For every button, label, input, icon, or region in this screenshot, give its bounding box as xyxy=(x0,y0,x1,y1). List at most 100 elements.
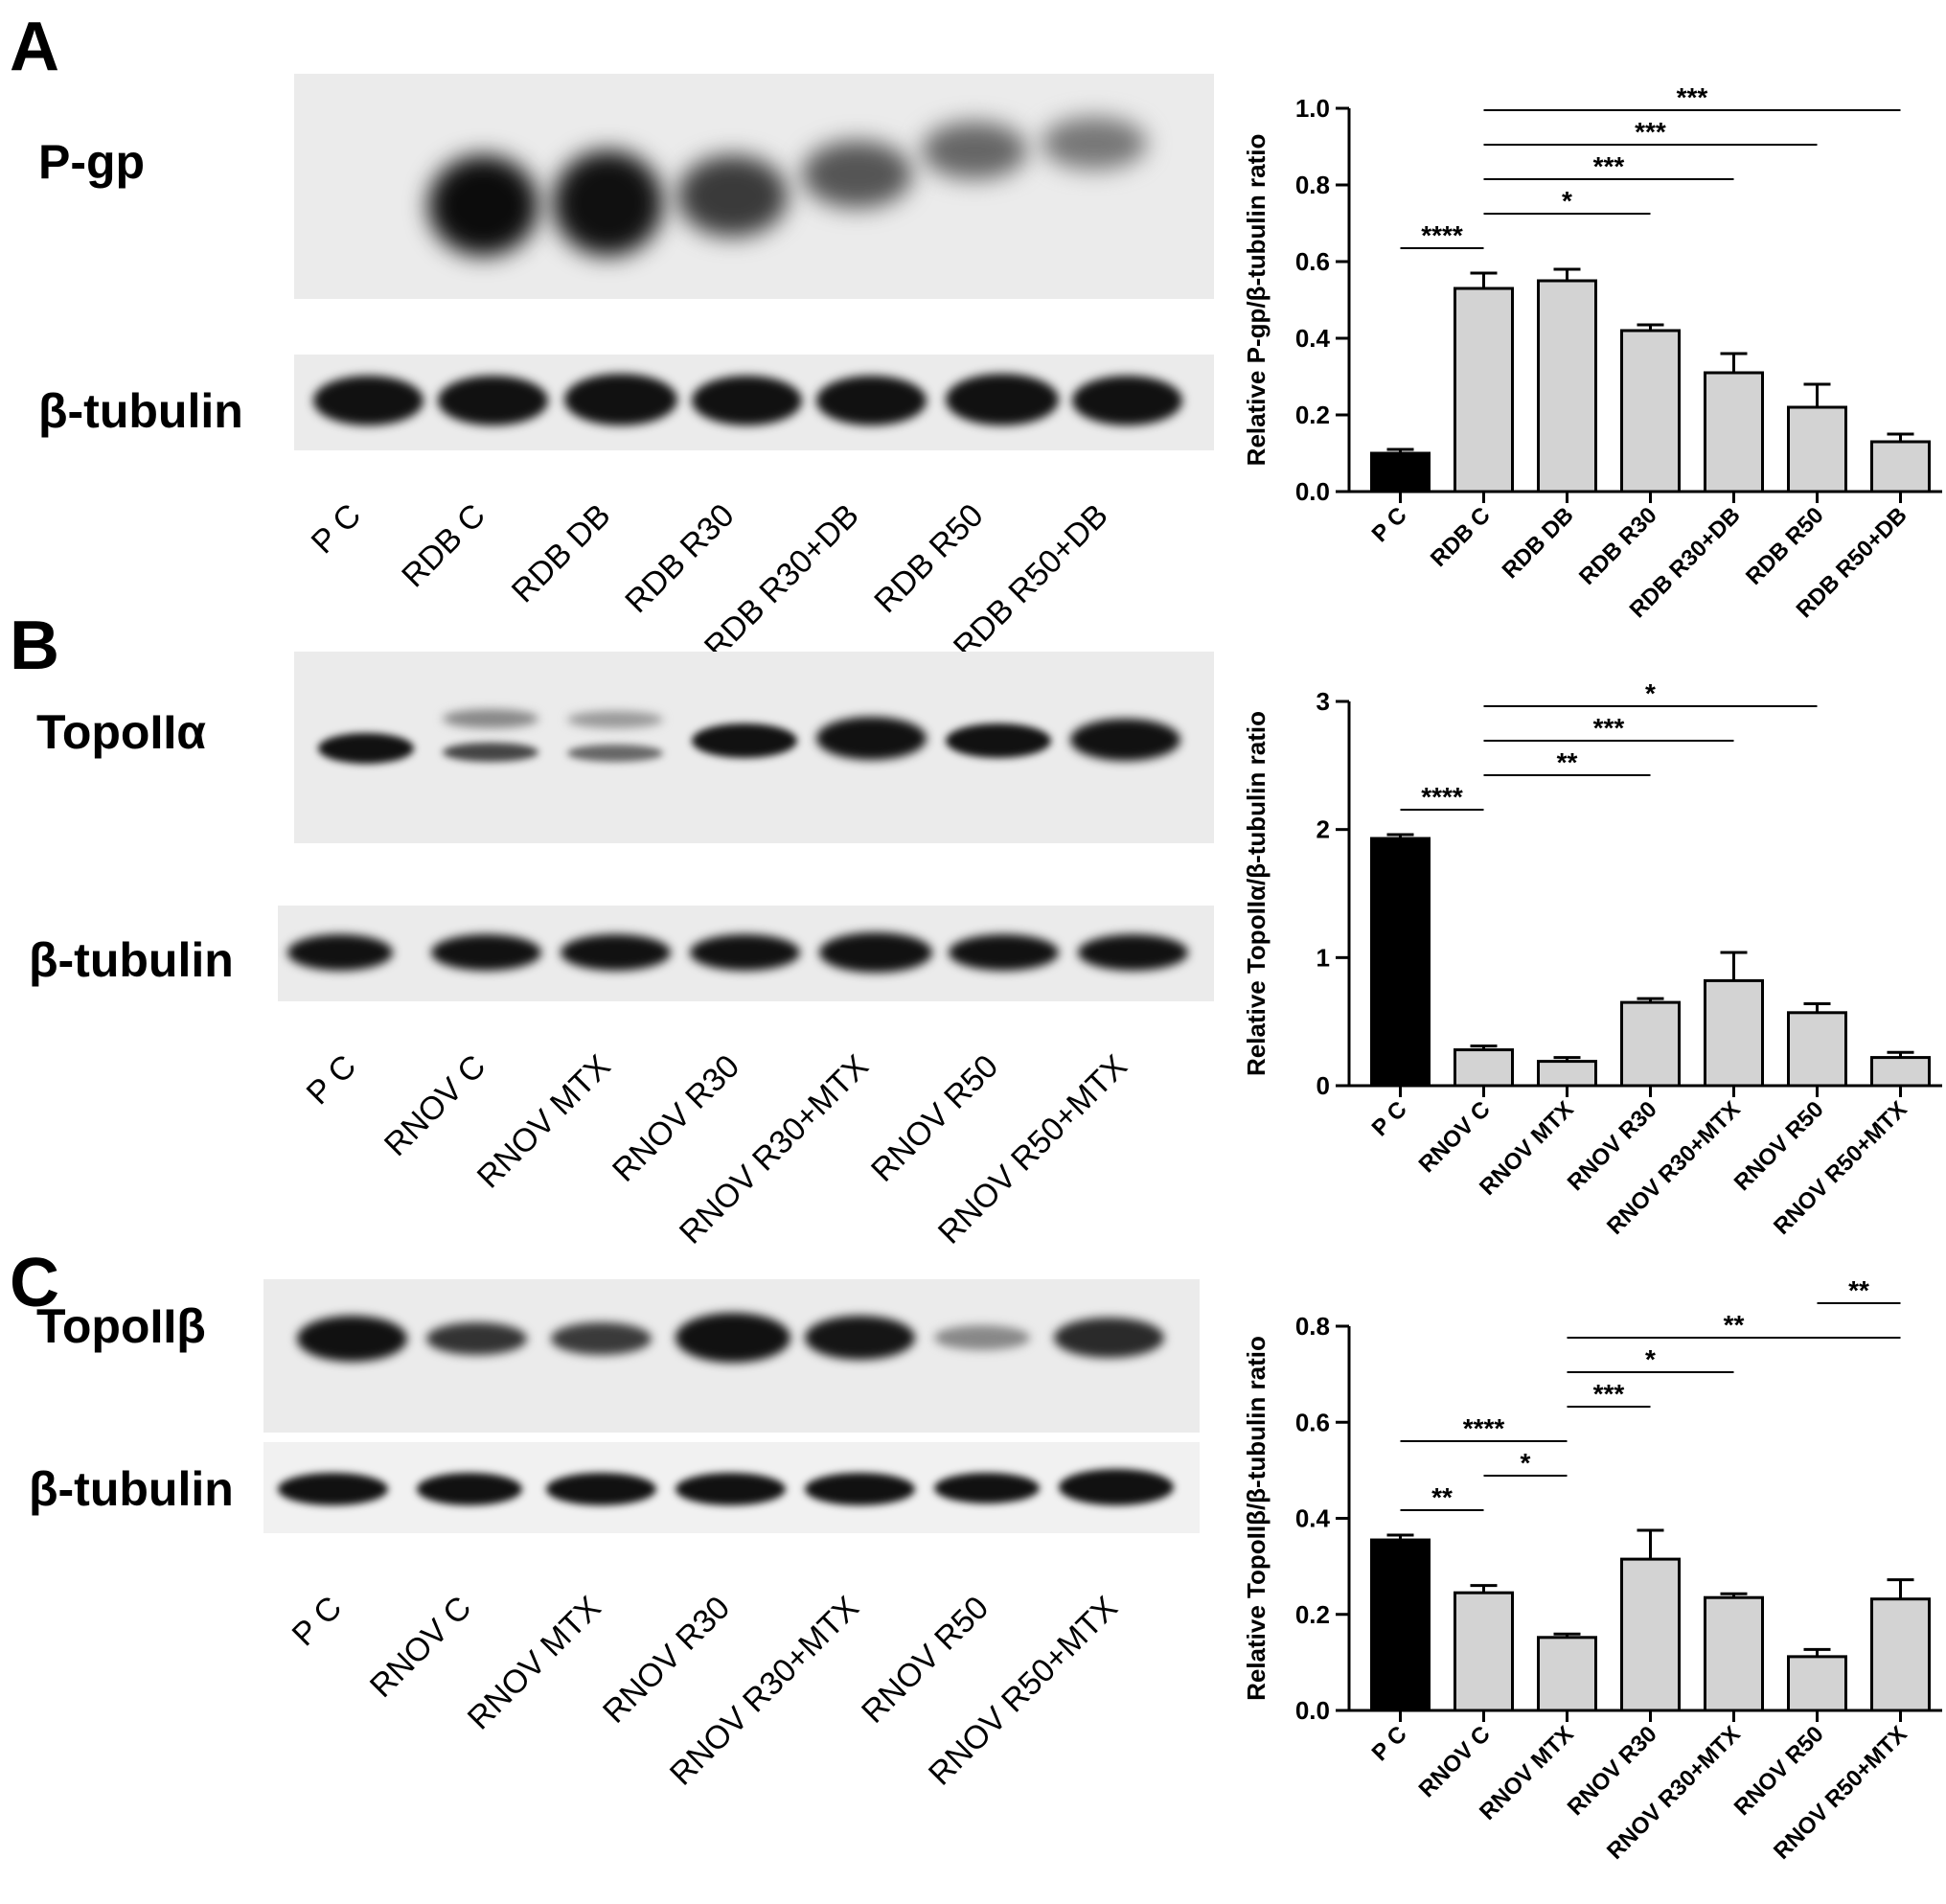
x-tick-label: P C xyxy=(1367,502,1412,547)
western-blot-loading xyxy=(263,1442,1200,1533)
blot-lane-label: RNOV C xyxy=(362,1589,479,1706)
bar xyxy=(1370,1538,1431,1712)
bar xyxy=(1870,1597,1931,1712)
panel-b: B TopoIIα β-tubulin P C RNOV C RNOV MTX … xyxy=(0,599,1946,1251)
western-blot-target xyxy=(294,652,1214,843)
blot-band xyxy=(692,723,797,758)
bar xyxy=(1370,451,1431,493)
y-axis-title: Relative TopoIIα/β-tubulin ratio xyxy=(1242,711,1271,1076)
panel-letter: C xyxy=(10,1245,59,1321)
bar xyxy=(1704,1595,1764,1712)
western-blot-loading xyxy=(278,906,1214,1001)
blot-lane-label: RNOV R30 xyxy=(595,1589,738,1731)
blot-band xyxy=(690,934,800,971)
blot-band xyxy=(1054,1318,1164,1358)
blot-band xyxy=(692,376,802,425)
bar xyxy=(1370,837,1431,1088)
y-tick-label: 3 xyxy=(1316,687,1330,716)
x-tick-label: RDB R30 xyxy=(1574,502,1662,590)
blot-lane-label: RNOV R50 xyxy=(854,1589,996,1731)
blot-band xyxy=(428,155,538,256)
bar-chart-pgp: 0.0 0.2 0.4 0.6 0.8 1.0 Relative P-gp/β-tubuli… xyxy=(1242,82,1942,623)
blot-band xyxy=(567,711,663,728)
western-blot-loading xyxy=(294,355,1214,450)
blot-band xyxy=(677,155,788,237)
bar xyxy=(1620,329,1681,493)
bar-chart-topoIIb: 0.0 0.2 0.4 0.6 0.8 Relative TopoIIβ/β-tubuli… xyxy=(1242,1275,1942,1865)
blot-lane-label: RNOV R30 xyxy=(605,1047,747,1189)
y-tick-label: 0.4 xyxy=(1295,324,1331,353)
blot-band xyxy=(1042,117,1147,170)
bar xyxy=(1787,405,1847,493)
y-tick-label: 0.2 xyxy=(1295,1600,1330,1629)
panel-a: A P-gp β-tubulin P C RDB C RDB DB RDB R3… xyxy=(0,0,1946,666)
bar xyxy=(1704,978,1764,1088)
blot-band xyxy=(816,376,927,425)
bar xyxy=(1704,371,1764,493)
blot-band xyxy=(551,1322,652,1355)
blot-band xyxy=(443,709,538,728)
y-tick-label: 0.8 xyxy=(1295,171,1330,199)
target-protein-label: P-gp xyxy=(38,135,146,189)
significance-label: * xyxy=(1645,678,1656,708)
blot-band xyxy=(805,1473,915,1505)
blot-band xyxy=(417,1473,522,1505)
bar xyxy=(1454,1591,1514,1712)
blot-band xyxy=(949,934,1059,971)
bar xyxy=(1870,1056,1931,1088)
significance-label: * xyxy=(1521,1448,1531,1478)
blot-lane-label: RDB DB xyxy=(504,496,618,610)
blot-band xyxy=(934,1325,1030,1350)
blot-band xyxy=(805,1316,915,1360)
blot-lane-label: RNOV MTX xyxy=(469,1047,618,1196)
western-blot-target xyxy=(294,74,1214,299)
significance-label: **** xyxy=(1421,782,1463,812)
blot-band xyxy=(675,1313,790,1363)
blot-lane-label: P C xyxy=(304,496,369,562)
x-tick-label: RNOV C xyxy=(1414,1721,1496,1802)
blot-band xyxy=(946,723,1051,758)
y-tick-label: 0.6 xyxy=(1295,1408,1330,1436)
bar xyxy=(1454,287,1514,493)
bar xyxy=(1870,440,1931,493)
significance-label: *** xyxy=(1635,117,1666,147)
blot-band xyxy=(438,376,548,425)
bar xyxy=(1537,1636,1597,1712)
blot-band xyxy=(297,1316,407,1362)
significance-label: *** xyxy=(1593,713,1625,743)
y-tick-label: 0.0 xyxy=(1295,477,1330,506)
blot-band xyxy=(946,374,1059,425)
significance-label: ** xyxy=(1431,1482,1453,1512)
blot-band xyxy=(1059,1469,1174,1505)
x-tick-label: RDB C xyxy=(1426,502,1496,572)
blot-band xyxy=(819,932,932,973)
blot-band xyxy=(318,733,414,764)
loading-control-label: β-tubulin xyxy=(38,384,243,438)
blot-band xyxy=(675,1473,786,1505)
blot-band xyxy=(802,141,912,208)
y-tick-label: 0.0 xyxy=(1295,1696,1330,1725)
bar xyxy=(1454,1048,1514,1088)
blot-band xyxy=(1078,934,1188,971)
blot-band xyxy=(1072,376,1182,425)
blot-band xyxy=(816,717,927,760)
blot-band xyxy=(431,934,541,971)
blot-band xyxy=(1070,719,1180,761)
blot-lane-label: P C xyxy=(285,1589,350,1654)
significance-label: **** xyxy=(1463,1413,1505,1443)
target-protein-label: TopoIIβ xyxy=(36,1299,206,1353)
y-tick-label: 1 xyxy=(1316,943,1330,972)
target-protein-label: TopoIIα xyxy=(36,705,206,759)
y-tick-label: 0.6 xyxy=(1295,247,1330,276)
blot-band xyxy=(922,122,1027,179)
significance-label: * xyxy=(1645,1344,1656,1374)
blot-band xyxy=(278,1473,388,1505)
panel-letter: B xyxy=(10,608,59,684)
blot-lane-label: RNOV C xyxy=(377,1047,493,1164)
x-tick-label: RDB DB xyxy=(1498,502,1579,584)
blot-lane-label: RNOV R50 xyxy=(863,1047,1006,1189)
significance-label: * xyxy=(1562,186,1572,216)
x-tick-label: RNOV C xyxy=(1414,1096,1496,1178)
loading-control-label: β-tubulin xyxy=(29,1462,234,1516)
panel-c: C TopoIIβ β-tubulin P C RNOV C RNOV MTX … xyxy=(0,1236,1946,1904)
